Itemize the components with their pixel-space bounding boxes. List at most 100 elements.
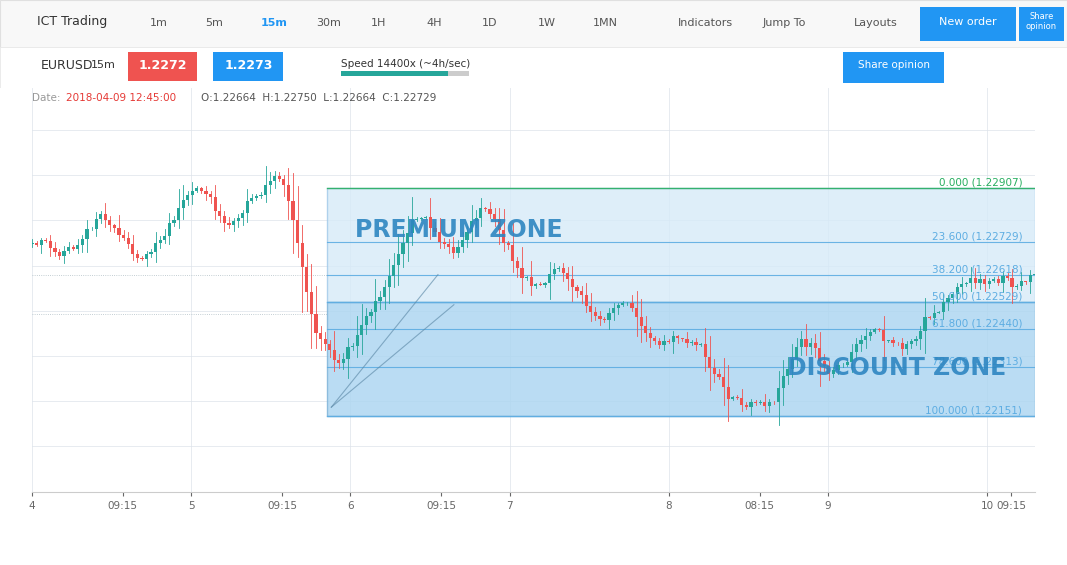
Bar xyxy=(914,339,918,341)
Text: 1.2273: 1.2273 xyxy=(224,59,273,72)
Bar xyxy=(365,316,368,325)
Bar xyxy=(823,360,826,366)
Bar xyxy=(1029,275,1032,281)
Bar xyxy=(580,290,584,295)
Bar xyxy=(671,336,674,342)
Bar xyxy=(631,302,634,307)
Bar xyxy=(625,302,628,303)
Bar xyxy=(53,247,57,252)
Bar xyxy=(237,218,240,221)
Text: Jump To: Jump To xyxy=(763,18,807,28)
Bar xyxy=(791,359,794,370)
Bar xyxy=(31,242,33,245)
Bar xyxy=(859,340,862,344)
Bar xyxy=(983,279,986,284)
Bar xyxy=(846,362,849,365)
Text: 15m: 15m xyxy=(260,18,287,28)
Bar xyxy=(567,273,570,279)
Bar xyxy=(942,302,945,312)
Bar xyxy=(593,312,596,316)
Bar xyxy=(515,260,519,268)
Bar xyxy=(415,219,418,220)
Bar xyxy=(561,268,564,273)
Bar xyxy=(553,268,556,275)
Bar xyxy=(727,387,730,399)
Text: EURUSD: EURUSD xyxy=(41,59,93,72)
Bar xyxy=(919,331,922,339)
Bar xyxy=(213,197,217,211)
Bar xyxy=(447,244,450,247)
Bar xyxy=(681,338,684,340)
Bar xyxy=(451,247,455,253)
Bar xyxy=(521,268,524,279)
Bar xyxy=(319,333,322,340)
Bar xyxy=(795,346,798,359)
Bar xyxy=(978,279,982,283)
Bar xyxy=(323,340,327,344)
Bar xyxy=(855,344,858,351)
Bar xyxy=(379,297,382,301)
Bar xyxy=(63,251,66,256)
Bar xyxy=(355,335,359,346)
Bar xyxy=(663,341,666,345)
Bar xyxy=(575,287,578,290)
Bar xyxy=(736,397,739,398)
Text: 100.000 (1.22151): 100.000 (1.22151) xyxy=(925,405,1022,415)
Bar xyxy=(809,342,812,347)
Bar xyxy=(1006,276,1009,278)
Bar xyxy=(154,243,157,252)
Bar xyxy=(117,228,121,236)
Bar xyxy=(85,229,89,240)
Bar xyxy=(209,194,212,197)
Bar xyxy=(1034,274,1036,275)
Bar xyxy=(497,219,500,229)
Bar xyxy=(141,258,144,259)
Bar xyxy=(599,316,602,319)
Bar xyxy=(685,340,688,343)
Bar xyxy=(759,402,762,403)
Bar xyxy=(923,317,926,331)
Bar xyxy=(429,217,432,228)
Text: 1D: 1D xyxy=(482,18,498,28)
Bar xyxy=(95,219,98,229)
Bar xyxy=(703,344,706,357)
Bar xyxy=(387,276,391,286)
Bar xyxy=(218,211,221,216)
Text: 4H: 4H xyxy=(427,18,443,28)
Bar xyxy=(658,341,662,345)
Bar xyxy=(475,218,478,221)
Bar xyxy=(159,240,162,243)
Bar xyxy=(341,359,345,363)
Bar xyxy=(337,360,340,363)
Bar xyxy=(245,201,249,213)
Bar xyxy=(507,244,510,245)
Bar xyxy=(393,264,396,276)
Bar xyxy=(341,71,448,76)
Bar xyxy=(489,208,492,214)
Bar xyxy=(461,240,464,247)
Bar xyxy=(749,402,752,407)
Bar xyxy=(136,254,139,258)
Bar xyxy=(401,244,404,254)
Text: 78.600 (1.22313): 78.600 (1.22313) xyxy=(931,357,1022,367)
Bar xyxy=(493,214,496,219)
Bar xyxy=(71,247,75,249)
Bar xyxy=(227,223,230,225)
Bar xyxy=(373,301,377,312)
Bar xyxy=(287,185,290,202)
Bar xyxy=(479,208,482,218)
Bar xyxy=(39,240,43,245)
Bar xyxy=(131,244,134,254)
Bar xyxy=(813,342,816,347)
Bar xyxy=(676,336,680,338)
Bar xyxy=(864,336,867,340)
Bar xyxy=(754,402,758,403)
Bar xyxy=(887,340,890,341)
Bar xyxy=(149,252,153,254)
Bar xyxy=(301,243,304,267)
Bar xyxy=(713,368,716,374)
Bar xyxy=(612,308,616,312)
Bar xyxy=(781,376,784,388)
Bar xyxy=(818,347,822,360)
Bar xyxy=(405,233,409,244)
